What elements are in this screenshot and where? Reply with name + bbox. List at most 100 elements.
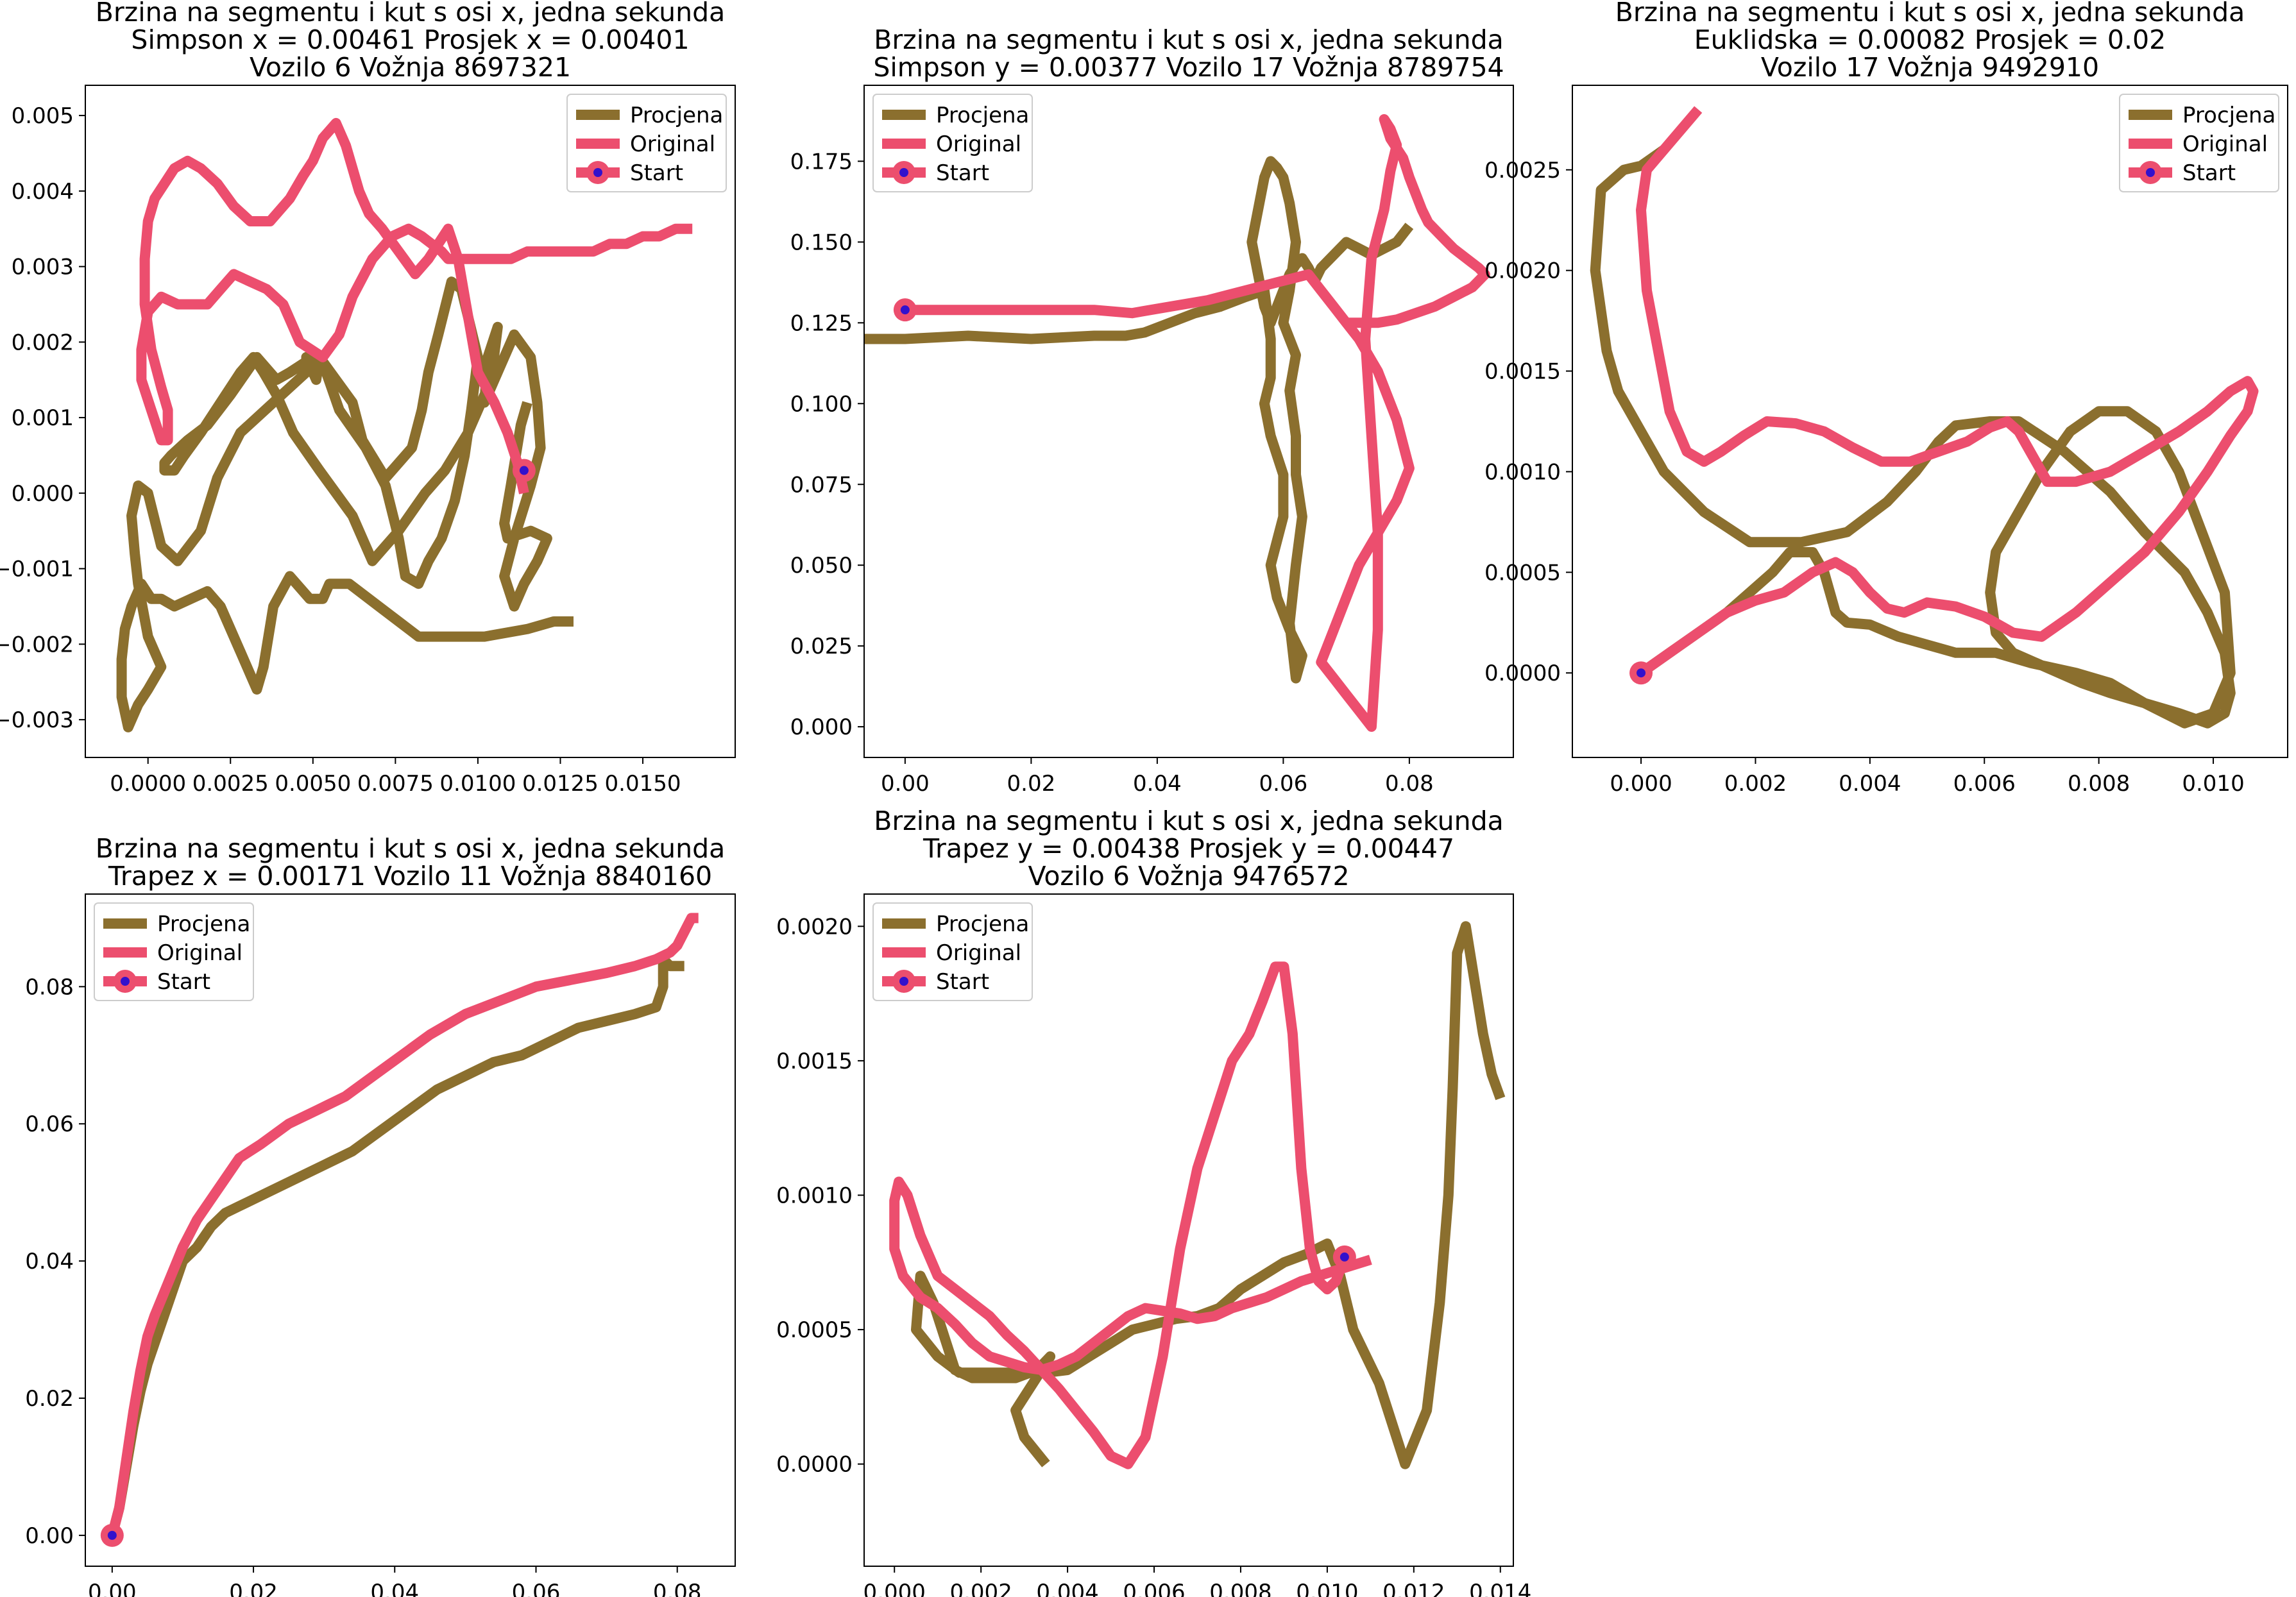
y-tick-label: 0.02 (25, 1386, 74, 1412)
chart-title-line: Brzina na segmentu i kut s osi x, jedna … (1615, 0, 2245, 28)
series-group (1590, 106, 2259, 729)
series-line-procjena (864, 156, 1414, 684)
start-marker-center (107, 1530, 117, 1540)
x-tick-label: 0.00 (88, 1580, 137, 1597)
chart-title-line: Trapez y = 0.00438 Prosjek y = 0.00447 (923, 833, 1454, 864)
chart-title-line: Simpson x = 0.00461 Prosjek x = 0.00401 (131, 24, 689, 55)
x-tick-label: 0.012 (1382, 1580, 1445, 1597)
series-line-procjena (107, 954, 685, 1537)
x-tick-label: 0.06 (1259, 771, 1308, 797)
x-tick-label: 0.06 (512, 1580, 561, 1597)
chart-panel-5: 0.000 0.002 0.004 0.006 0.008 0.010 0.012 0.014… (776, 806, 1531, 1597)
legend: Procjena Original Start (94, 902, 254, 1001)
series-line-original (1636, 106, 2259, 677)
legend: Procjena Original Start (872, 902, 1033, 1001)
x-tick-label: 0.006 (1123, 1580, 1185, 1597)
series-group (889, 921, 1506, 1469)
legend-label-original: Original (157, 940, 242, 966)
legend-start-marker-center (2146, 168, 2155, 177)
x-tick-label: 0.008 (1209, 1580, 1271, 1597)
y-tick-label: 0.004 (12, 179, 74, 205)
y-tick-label: 0.0010 (776, 1183, 853, 1209)
y-tick-label: 0.002 (12, 330, 74, 355)
y-tick-label: 0.0000 (1484, 661, 1561, 686)
chart-title-line: Brzina na segmentu i kut s osi x, jedna … (874, 24, 1504, 55)
legend-label-start: Start (936, 160, 989, 186)
x-tick-label: 0.0150 (605, 771, 681, 797)
series-line-original (136, 117, 693, 494)
y-tick-label: 0.0015 (1484, 359, 1561, 385)
legend: Procjena Original Start (2119, 94, 2279, 192)
y-tick-label: 0.0020 (776, 914, 853, 940)
y-tick-label: 0.0000 (776, 1452, 853, 1478)
y-tick-label: 0.000 (12, 481, 74, 507)
series-line-original (107, 913, 699, 1537)
y-tick-label: 0.125 (790, 310, 853, 336)
series-line-procjena (1590, 145, 2236, 729)
y-tick-label: −0.003 (0, 707, 74, 733)
chart-title-line: Vozilo 6 Vožnja 8697321 (250, 52, 571, 83)
y-tick-label: −0.002 (0, 632, 74, 657)
legend-label-start: Start (936, 969, 989, 995)
x-tick-label: 0.010 (2182, 771, 2244, 797)
x-tick-label: 0.000 (1610, 771, 1672, 797)
y-tick-label: 0.000 (790, 714, 853, 740)
legend-start-marker-center (121, 977, 130, 986)
start-marker-center (1637, 668, 1646, 678)
legend-label-original: Original (936, 131, 1021, 157)
y-tick-label: 0.00 (25, 1523, 74, 1549)
chart-title-line: Brzina na segmentu i kut s osi x, jedna … (96, 833, 726, 864)
y-tick-label: 0.0015 (776, 1049, 853, 1074)
x-tick-label: 0.00 (881, 771, 930, 797)
chart-panel-3: 0.000 0.002 0.004 0.006 0.008 0.010 0.0000 0.00… (1484, 0, 2288, 797)
start-marker-center (519, 466, 529, 475)
x-tick-label: 0.008 (2068, 771, 2130, 797)
chart-title-line: Simpson y = 0.00377 Vozilo 17 Vožnja 878… (873, 52, 1504, 83)
x-tick-label: 0.08 (1385, 771, 1434, 797)
legend: Procjena Original Start (872, 94, 1033, 192)
legend-label-original: Original (2182, 131, 2268, 157)
series-group (864, 114, 1490, 732)
y-tick-label: 0.025 (790, 634, 853, 659)
chart-panel-2: 0.00 0.02 0.04 0.06 0.08 0.000 0.025 0.050 0.075… (790, 24, 1514, 797)
plot-frame (85, 85, 736, 758)
chart-title-line: Brzina na segmentu i kut s osi x, jedna … (96, 0, 726, 28)
x-tick-label: 0.010 (1296, 1580, 1358, 1597)
plot-frame (863, 893, 1514, 1567)
start-marker-center (900, 305, 910, 315)
x-tick-label: 0.0125 (522, 771, 599, 797)
legend-label-original: Original (630, 131, 715, 157)
x-tick-label: 0.0100 (439, 771, 516, 797)
x-tick-label: 0.02 (229, 1580, 278, 1597)
start-marker-center (1339, 1252, 1349, 1262)
legend-start-marker-center (899, 977, 908, 986)
y-tick-label: 0.0005 (1484, 560, 1561, 586)
x-tick-label: 0.0050 (275, 771, 351, 797)
x-tick-label: 0.04 (370, 1580, 419, 1597)
y-tick-label: −0.001 (0, 557, 74, 582)
chart-title-line: Trapez x = 0.00171 Vozilo 11 Vožnja 8840… (108, 861, 712, 891)
x-tick-label: 0.08 (653, 1580, 702, 1597)
x-tick-label: 0.006 (1953, 771, 2016, 797)
x-tick-label: 0.004 (1839, 771, 1901, 797)
chart-title-line: Brzina na segmentu i kut s osi x, jedna … (874, 806, 1504, 836)
y-tick-label: 0.0025 (1484, 158, 1561, 183)
x-tick-label: 0.002 (1724, 771, 1787, 797)
legend-start-marker-center (899, 168, 908, 177)
plot-frame (1572, 85, 2288, 758)
legend: Procjena Original Start (566, 94, 727, 192)
legend-label-procjena: Procjena (630, 103, 723, 128)
chart-title-line: Euklidska = 0.00082 Prosjek = 0.02 (1694, 24, 2166, 55)
chart-panel-4: 0.00 0.02 0.04 0.06 0.08 0.00 0.02 0.04 0.06 0.08… (25, 833, 736, 1597)
legend-label-start: Start (630, 160, 683, 186)
y-tick-label: 0.0005 (776, 1317, 853, 1343)
plot-frame (863, 85, 1514, 758)
legend-label-start: Start (157, 969, 210, 995)
y-tick-label: 0.06 (25, 1111, 74, 1137)
x-tick-label: 0.002 (949, 1580, 1012, 1597)
y-tick-label: 0.003 (12, 255, 74, 280)
y-tick-label: 0.08 (25, 974, 74, 1000)
series-line-procjena (116, 276, 574, 732)
y-tick-label: 0.0010 (1484, 459, 1561, 485)
